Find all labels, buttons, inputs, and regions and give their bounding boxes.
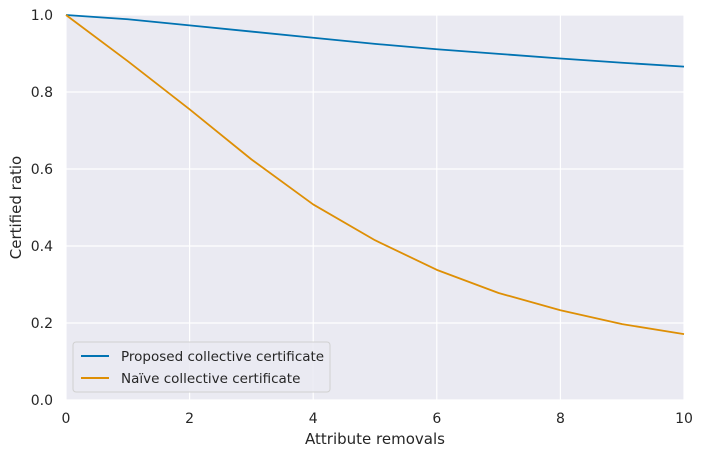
y-tick-label: 0.8 <box>31 85 53 101</box>
y-tick-label: 1.0 <box>31 8 53 24</box>
x-tick-label: 10 <box>675 411 693 427</box>
series-line-1 <box>65 14 685 336</box>
x-axis-label: Attribute removals <box>305 430 445 448</box>
y-tick-label: 0.6 <box>31 162 53 178</box>
series-line-0 <box>65 14 685 68</box>
y-axis-label: Certified ratio <box>7 156 25 259</box>
series-lines <box>65 14 685 336</box>
legend-label-naive: Naïve collective certificate <box>121 371 300 387</box>
legend: Proposed collective certificate Naïve co… <box>72 341 331 393</box>
x-tick-label: 2 <box>185 411 194 427</box>
plot-background <box>66 15 684 400</box>
y-tick-label: 0.0 <box>31 393 53 409</box>
x-axis-ticks: 0 2 4 6 8 10 <box>62 411 693 427</box>
legend-box <box>72 341 331 393</box>
grid-lines <box>65 14 685 401</box>
y-axis-ticks: 0.0 0.2 0.4 0.6 0.8 1.0 <box>31 8 53 409</box>
x-tick-label: 4 <box>309 411 318 427</box>
y-tick-label: 0.4 <box>31 239 53 255</box>
x-tick-label: 6 <box>432 411 441 427</box>
x-tick-label: 8 <box>556 411 565 427</box>
legend-label-proposed: Proposed collective certificate <box>121 349 324 365</box>
y-tick-label: 0.2 <box>31 316 53 332</box>
x-tick-label: 0 <box>62 411 71 427</box>
